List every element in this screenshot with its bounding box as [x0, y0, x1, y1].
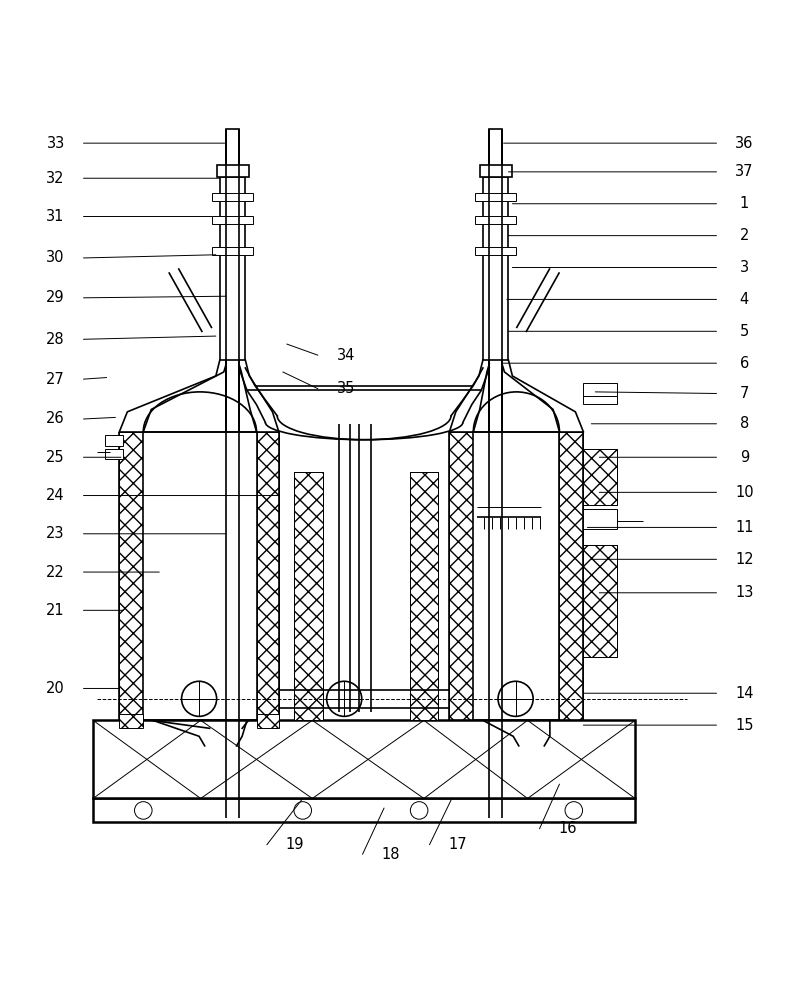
Text: 16: 16: [558, 822, 577, 836]
Bar: [583, 449, 617, 506]
Text: 12: 12: [735, 552, 754, 567]
Text: 35: 35: [337, 382, 355, 396]
Text: 2: 2: [740, 229, 749, 243]
Bar: [583, 545, 617, 657]
Text: 25: 25: [46, 450, 65, 465]
Text: 29: 29: [46, 290, 65, 305]
Bar: [474, 432, 559, 720]
Bar: [475, 247, 516, 255]
Text: 4: 4: [740, 292, 749, 307]
Text: 9: 9: [740, 450, 749, 465]
Bar: [410, 471, 438, 720]
Text: 3: 3: [740, 260, 749, 275]
Text: 11: 11: [735, 520, 754, 535]
Text: 7: 7: [740, 386, 749, 401]
Bar: [583, 449, 617, 506]
Text: 33: 33: [46, 136, 65, 151]
Bar: [93, 799, 635, 823]
Bar: [119, 714, 143, 728]
Bar: [212, 247, 254, 255]
Text: 36: 36: [735, 136, 754, 151]
Text: 22: 22: [46, 565, 65, 580]
Text: 13: 13: [735, 585, 754, 600]
Bar: [583, 510, 617, 529]
Text: 28: 28: [46, 331, 65, 346]
Bar: [143, 432, 257, 720]
Text: 20: 20: [46, 681, 65, 696]
Bar: [480, 165, 512, 176]
Bar: [257, 432, 279, 720]
Text: 21: 21: [46, 603, 65, 618]
Bar: [105, 435, 122, 446]
Text: 30: 30: [46, 251, 65, 266]
Text: 18: 18: [381, 847, 400, 862]
Text: 8: 8: [740, 416, 749, 431]
Bar: [294, 471, 322, 720]
Bar: [583, 396, 617, 404]
Text: 5: 5: [740, 324, 749, 338]
Bar: [257, 714, 279, 728]
Text: 23: 23: [46, 527, 65, 542]
Bar: [559, 432, 583, 720]
Text: 26: 26: [46, 412, 65, 427]
Text: 27: 27: [46, 372, 65, 387]
Bar: [217, 165, 249, 176]
Text: 10: 10: [735, 484, 754, 499]
Bar: [212, 192, 254, 200]
Text: 14: 14: [735, 686, 754, 701]
Bar: [475, 217, 516, 225]
Text: 31: 31: [46, 209, 65, 224]
Bar: [220, 176, 246, 359]
Bar: [475, 192, 516, 200]
Bar: [226, 129, 239, 819]
Bar: [119, 432, 143, 720]
Bar: [410, 471, 438, 720]
Bar: [93, 720, 635, 799]
Text: 37: 37: [735, 164, 754, 179]
Text: 34: 34: [337, 347, 355, 363]
Text: 24: 24: [46, 488, 65, 504]
Text: 17: 17: [448, 837, 466, 852]
Bar: [490, 129, 502, 819]
Bar: [105, 449, 122, 459]
Bar: [212, 217, 254, 225]
Text: 19: 19: [286, 837, 304, 852]
Bar: [483, 176, 509, 359]
Bar: [294, 471, 322, 720]
Text: 1: 1: [740, 196, 749, 211]
Bar: [450, 432, 474, 720]
Bar: [583, 545, 617, 657]
Bar: [583, 383, 617, 396]
Text: 15: 15: [735, 718, 754, 733]
Text: 6: 6: [740, 355, 749, 371]
Text: 32: 32: [46, 171, 65, 185]
